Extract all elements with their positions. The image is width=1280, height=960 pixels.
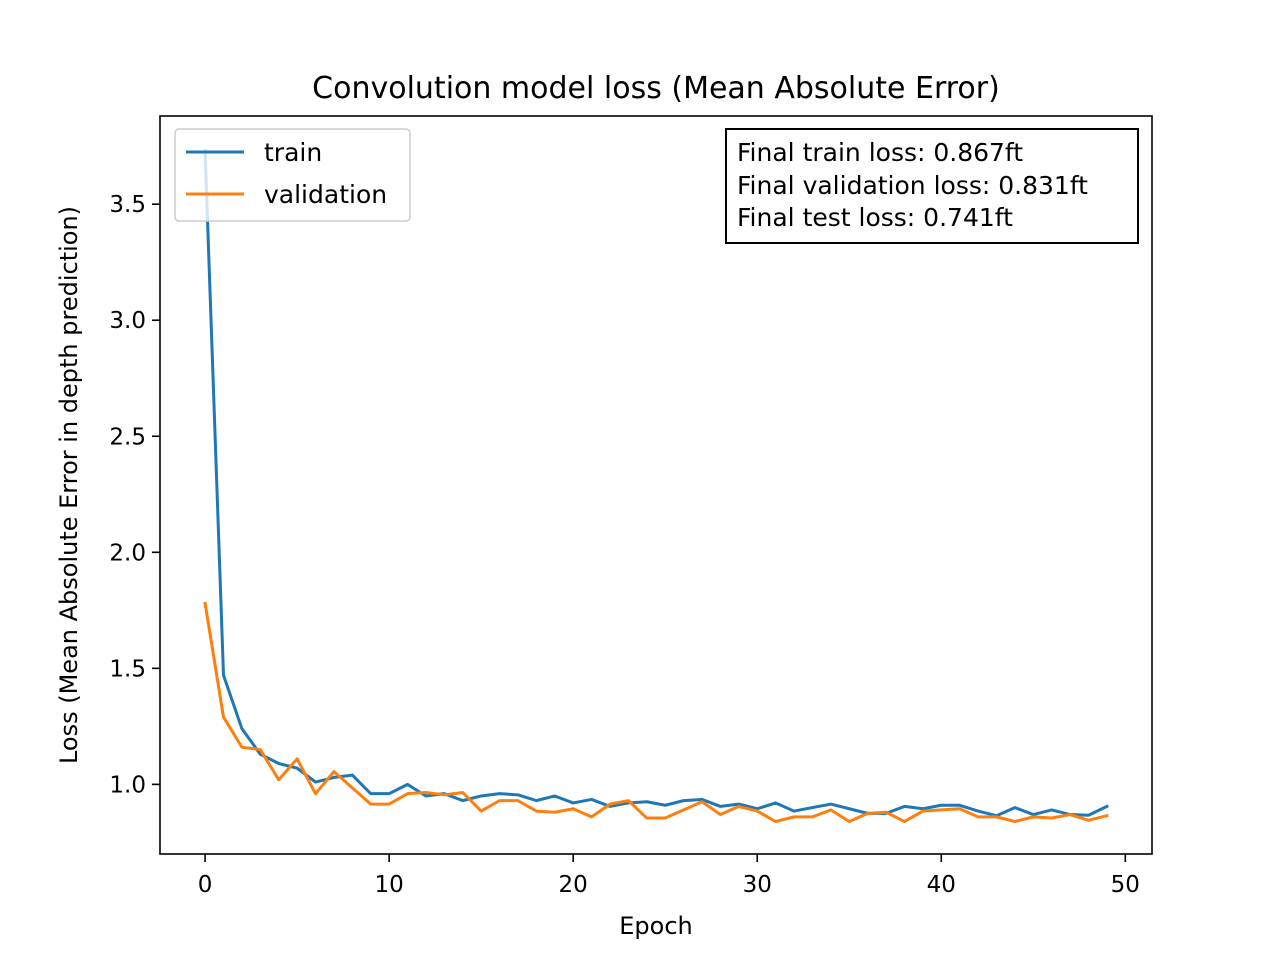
legend-label-train: train: [264, 138, 322, 167]
x-tick-label-30: 30: [743, 872, 772, 898]
x-tick-label-0: 0: [198, 872, 213, 898]
chart-title: Convolution model loss (Mean Absolute Er…: [312, 71, 1000, 106]
annotation-test-loss: Final test loss: 0.741ft: [737, 203, 1013, 232]
x-tick-label-50: 50: [1111, 872, 1140, 898]
series-line-train: [203, 149, 1109, 818]
y-tick-label-2: 2.0: [109, 540, 146, 566]
y-tick-label-2.5: 2.5: [109, 424, 146, 450]
annotation-frame: [725, 128, 1139, 244]
y-tick-label-3: 3.0: [109, 308, 146, 334]
y-tick-label-1: 1.0: [109, 772, 146, 798]
plot-frame: [159, 115, 1153, 855]
final-loss-annotation: Final train loss: 0.867ft Final validati…: [725, 128, 1139, 244]
y-axis: 1.0 1.5 2.0 2.5 3.0 3.5: [109, 192, 160, 798]
x-axis: 0 10 20 30 40 50: [198, 854, 1140, 898]
y-tick-label-3.5: 3.5: [109, 192, 146, 218]
series-layer: [203, 149, 1109, 824]
plot-area: [159, 115, 1153, 855]
y-tick-label-1.5: 1.5: [109, 656, 146, 682]
annotation-validation-loss: Final validation loss: 0.831ft: [737, 171, 1088, 200]
x-tick-label-20: 20: [559, 872, 588, 898]
x-axis-label: Epoch: [619, 912, 693, 940]
y-axis-label: Loss (Mean Absolute Error in depth predi…: [55, 206, 83, 764]
series-line-validation: [203, 601, 1109, 824]
x-tick-label-40: 40: [927, 872, 956, 898]
annotation-train-loss: Final train loss: 0.867ft: [737, 138, 1023, 167]
legend: train validation: [174, 128, 411, 222]
legend-label-validation: validation: [264, 180, 387, 209]
x-tick-label-10: 10: [374, 872, 403, 898]
